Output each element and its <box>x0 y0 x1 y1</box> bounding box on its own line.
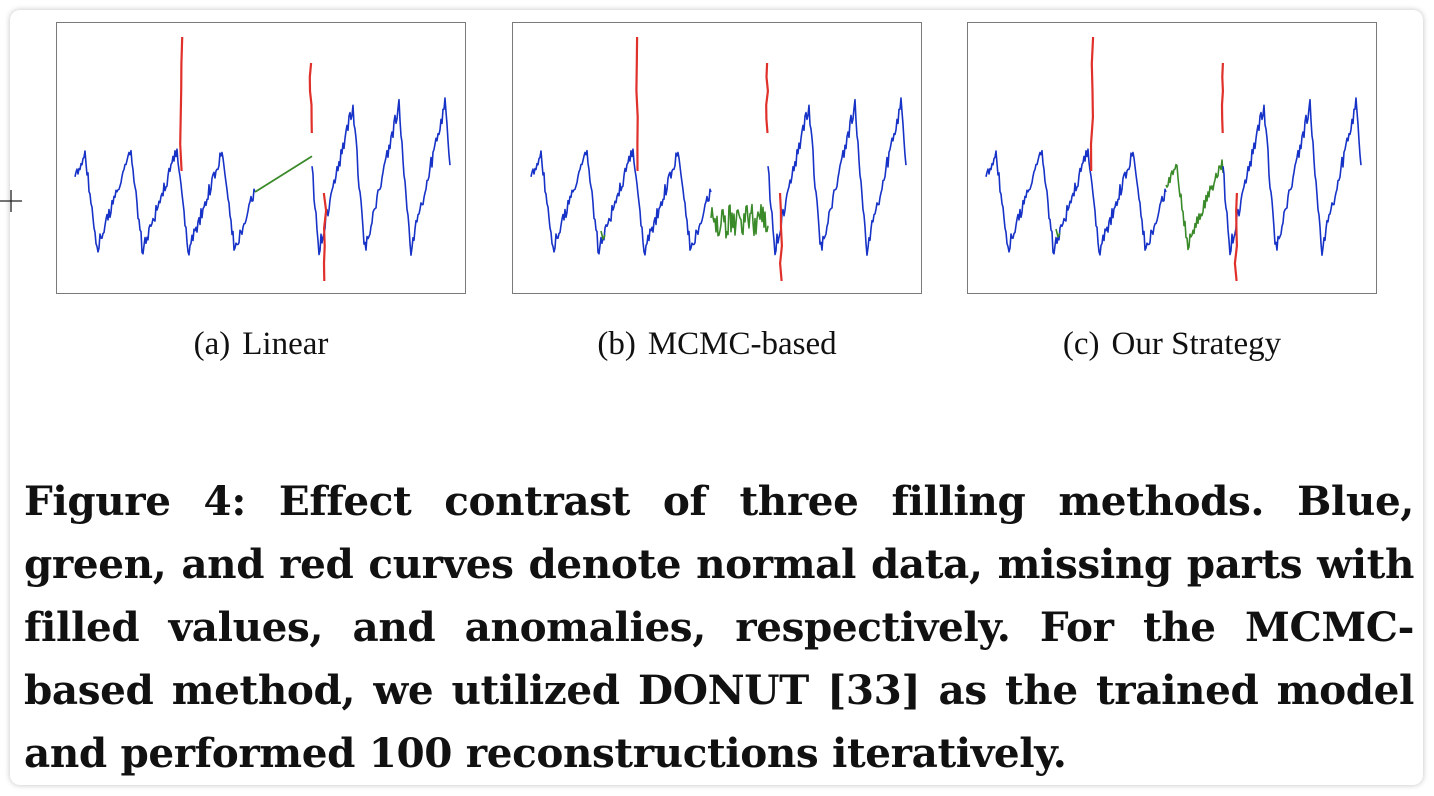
subcaption-tag: (a) <box>193 326 231 362</box>
crosshair-cursor-icon <box>0 190 22 212</box>
anomaly-spike <box>1089 36 1095 172</box>
panel-a-plot <box>56 22 466 294</box>
filled-series <box>1055 228 1061 238</box>
subcaption-b: (b) MCMC-based <box>512 326 922 370</box>
anomaly-spike <box>322 192 328 282</box>
figure-caption-label: Figure 4: <box>24 477 246 525</box>
normal-series <box>311 97 451 256</box>
subcaption-c: (c) Our Strategy <box>967 326 1377 370</box>
normal-series <box>1222 97 1362 256</box>
subcaption-tag: (b) <box>597 326 636 362</box>
filled-series <box>1165 159 1224 251</box>
panel-c-plot <box>967 22 1377 294</box>
panel-b-plot <box>512 22 922 294</box>
subcaption-label: MCMC-based <box>647 326 837 362</box>
figure-caption: Figure 4: Effect contrast of three filli… <box>24 470 1414 785</box>
anomaly-spike <box>1220 62 1224 134</box>
subcaption-label: Linear <box>242 326 329 362</box>
anomaly-spike <box>179 36 184 172</box>
figure-caption-text: Effect contrast of three filling methods… <box>24 477 1415 777</box>
normal-series <box>767 97 907 256</box>
filled-series <box>600 230 606 240</box>
subcaption-tag: (c) <box>1062 326 1100 362</box>
anomaly-spike <box>635 36 639 172</box>
anomaly-spike <box>765 62 769 134</box>
filled-series <box>254 155 313 193</box>
normal-series <box>985 148 1167 256</box>
anomaly-spike <box>778 192 783 282</box>
normal-series <box>530 148 712 256</box>
normal-series <box>74 148 256 256</box>
anomaly-spike <box>308 62 313 134</box>
anomaly-spike <box>1233 192 1238 282</box>
subcaption-label: Our Strategy <box>1111 326 1282 362</box>
subcaption-a: (a) Linear <box>56 326 466 370</box>
filled-series <box>710 203 769 239</box>
